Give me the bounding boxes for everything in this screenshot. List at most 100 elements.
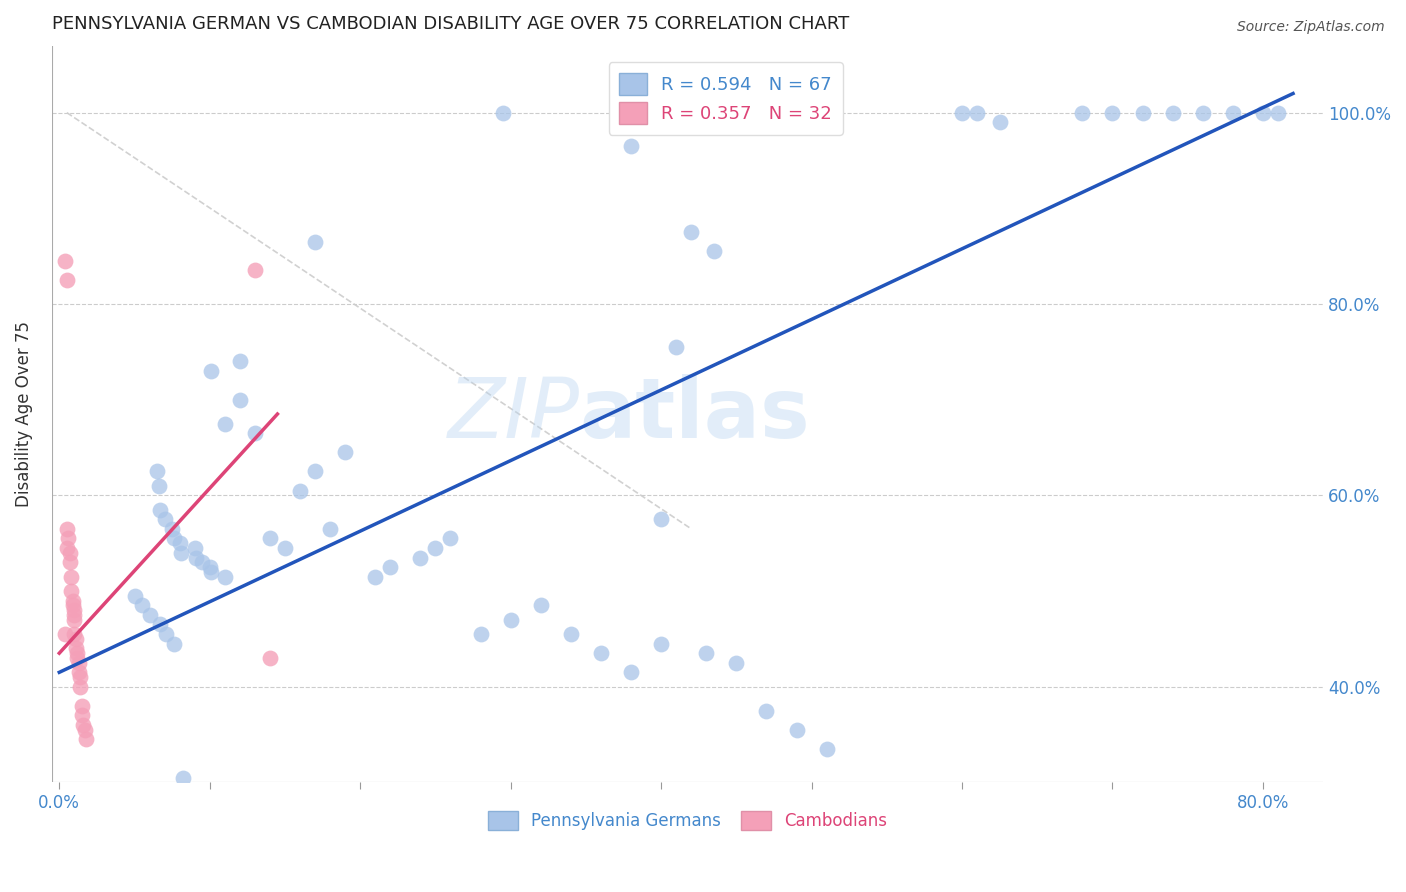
Point [665, 340, 688, 354]
Point [58, 532, 80, 546]
Point [229, 354, 252, 368]
Point [67, 656, 90, 670]
Point [1222, 105, 1244, 120]
Point [1267, 105, 1289, 120]
Point [138, 607, 160, 622]
Point [60, 569, 83, 583]
Point [183, 541, 205, 555]
Point [131, 599, 153, 613]
Point [492, 105, 515, 120]
Point [153, 512, 176, 526]
Point [703, 244, 725, 259]
Point [169, 536, 191, 550]
Point [364, 569, 387, 583]
Point [786, 723, 808, 737]
Point [70, 698, 93, 713]
Point [304, 464, 326, 478]
Point [69, 680, 91, 694]
Point [172, 771, 194, 785]
Point [124, 589, 146, 603]
Point [988, 115, 1011, 129]
Point [530, 599, 553, 613]
Point [229, 392, 252, 407]
Point [53, 254, 76, 268]
Point [63, 613, 86, 627]
Point [499, 613, 522, 627]
Point [146, 464, 169, 478]
Point [200, 364, 222, 378]
Point [66, 646, 89, 660]
Point [170, 546, 193, 560]
Point [620, 139, 643, 153]
Point [380, 560, 402, 574]
Point [65, 632, 87, 646]
Point [243, 263, 266, 277]
Point [200, 565, 222, 579]
Point [72, 718, 94, 732]
Point [149, 502, 172, 516]
Point [243, 426, 266, 441]
Point [319, 522, 342, 536]
Point [59, 546, 82, 560]
Point [439, 532, 461, 546]
Point [186, 550, 208, 565]
Point [470, 627, 492, 641]
Point [288, 483, 311, 498]
Point [1191, 105, 1213, 120]
Text: ZIP: ZIP [447, 374, 579, 455]
Point [681, 225, 703, 239]
Point [1071, 105, 1094, 120]
Point [1101, 105, 1123, 120]
Point [59, 555, 82, 569]
Point [160, 522, 183, 536]
Point [70, 708, 93, 723]
Point [62, 593, 84, 607]
Point [69, 670, 91, 684]
Point [650, 512, 672, 526]
Point [425, 541, 447, 555]
Legend: Pennsylvania Germans, Cambodians: Pennsylvania Germans, Cambodians [481, 804, 894, 837]
Point [304, 235, 326, 249]
Point [755, 704, 778, 718]
Point [966, 105, 988, 120]
Point [66, 651, 89, 665]
Point [620, 665, 643, 680]
Point [65, 641, 87, 656]
Text: atlas: atlas [579, 374, 810, 455]
Point [259, 651, 281, 665]
Point [63, 627, 86, 641]
Point [274, 541, 297, 555]
Point [650, 637, 672, 651]
Point [56, 541, 79, 555]
Point [162, 637, 184, 651]
Point [409, 550, 432, 565]
Point [53, 627, 76, 641]
Point [725, 656, 748, 670]
Point [73, 723, 96, 737]
Text: Source: ZipAtlas.com: Source: ZipAtlas.com [1237, 20, 1385, 34]
Point [214, 569, 236, 583]
Point [1132, 105, 1154, 120]
Point [589, 646, 612, 660]
Point [259, 532, 281, 546]
Point [60, 584, 83, 599]
Point [149, 617, 172, 632]
Y-axis label: Disability Age Over 75: Disability Age Over 75 [15, 321, 32, 507]
Text: PENNSYLVANIA GERMAN VS CAMBODIAN DISABILITY AGE OVER 75 CORRELATION CHART: PENNSYLVANIA GERMAN VS CAMBODIAN DISABIL… [52, 15, 849, 33]
Point [560, 627, 582, 641]
Point [1161, 105, 1184, 120]
Point [56, 273, 79, 287]
Point [1251, 105, 1274, 120]
Point [63, 607, 86, 622]
Point [950, 105, 973, 120]
Point [56, 522, 79, 536]
Point [75, 732, 97, 747]
Point [155, 627, 177, 641]
Point [198, 560, 221, 574]
Point [214, 417, 236, 431]
Point [191, 555, 214, 569]
Point [63, 603, 86, 617]
Point [333, 445, 356, 459]
Point [162, 532, 184, 546]
Point [62, 599, 84, 613]
